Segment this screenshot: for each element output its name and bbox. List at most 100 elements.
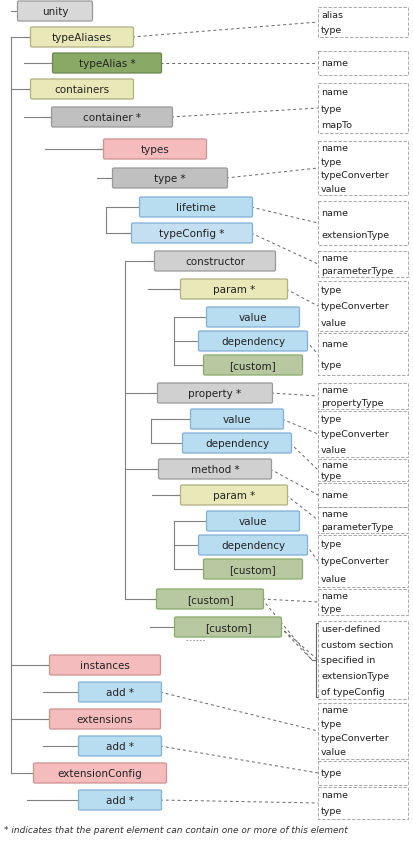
Bar bbox=[318, 84, 408, 134]
Text: name: name bbox=[321, 791, 348, 799]
FancyBboxPatch shape bbox=[17, 2, 93, 22]
Bar bbox=[318, 8, 408, 38]
Text: name: name bbox=[321, 208, 348, 217]
Text: unity: unity bbox=[42, 7, 68, 17]
Text: of typeConfig: of typeConfig bbox=[321, 687, 385, 695]
Bar bbox=[318, 282, 408, 332]
Text: extensionType: extensionType bbox=[321, 230, 389, 239]
FancyBboxPatch shape bbox=[31, 28, 133, 48]
Text: type: type bbox=[321, 720, 342, 728]
Text: name: name bbox=[321, 144, 348, 153]
Text: parameterType: parameterType bbox=[321, 267, 393, 276]
Text: value: value bbox=[321, 185, 347, 193]
Text: lifetime: lifetime bbox=[176, 203, 216, 213]
FancyBboxPatch shape bbox=[206, 511, 299, 532]
Bar bbox=[318, 52, 408, 76]
Text: value: value bbox=[321, 446, 347, 454]
Text: type: type bbox=[321, 539, 342, 549]
FancyBboxPatch shape bbox=[50, 709, 161, 729]
FancyBboxPatch shape bbox=[154, 252, 275, 272]
Text: extensionType: extensionType bbox=[321, 671, 389, 680]
FancyBboxPatch shape bbox=[78, 682, 161, 702]
Bar bbox=[318, 507, 408, 533]
Text: constructor: constructor bbox=[185, 257, 245, 267]
Text: user-defined: user-defined bbox=[321, 625, 380, 634]
Text: type: type bbox=[321, 769, 342, 777]
Text: name: name bbox=[321, 510, 348, 518]
Text: type: type bbox=[321, 414, 342, 424]
Text: instances: instances bbox=[80, 660, 130, 670]
Bar bbox=[318, 484, 408, 507]
Text: name: name bbox=[321, 59, 348, 68]
FancyBboxPatch shape bbox=[112, 169, 228, 189]
Text: type: type bbox=[321, 472, 342, 480]
FancyBboxPatch shape bbox=[104, 140, 206, 160]
Text: name: name bbox=[321, 88, 348, 97]
FancyBboxPatch shape bbox=[157, 383, 273, 403]
Bar bbox=[318, 202, 408, 246]
Bar bbox=[318, 703, 408, 759]
FancyBboxPatch shape bbox=[157, 589, 263, 609]
FancyBboxPatch shape bbox=[180, 279, 287, 300]
Text: extensionConfig: extensionConfig bbox=[58, 768, 142, 778]
FancyBboxPatch shape bbox=[199, 535, 308, 555]
Text: name: name bbox=[321, 386, 348, 394]
FancyBboxPatch shape bbox=[206, 307, 299, 327]
Text: name: name bbox=[321, 461, 348, 469]
FancyBboxPatch shape bbox=[50, 655, 161, 675]
Text: dependency: dependency bbox=[205, 439, 269, 448]
Bar bbox=[318, 412, 408, 457]
Text: typeConverter: typeConverter bbox=[321, 171, 390, 180]
Text: value: value bbox=[321, 319, 347, 327]
Text: extensions: extensions bbox=[77, 714, 133, 724]
Text: name: name bbox=[321, 706, 348, 715]
Text: value: value bbox=[321, 574, 347, 583]
FancyBboxPatch shape bbox=[199, 332, 308, 352]
Text: parameterType: parameterType bbox=[321, 522, 393, 532]
FancyBboxPatch shape bbox=[190, 409, 283, 430]
Text: type: type bbox=[321, 360, 342, 370]
FancyBboxPatch shape bbox=[140, 197, 252, 218]
Text: type: type bbox=[321, 807, 342, 815]
FancyBboxPatch shape bbox=[31, 80, 133, 100]
Text: containers: containers bbox=[55, 85, 109, 95]
Text: add *: add * bbox=[106, 795, 134, 805]
Bar bbox=[318, 142, 408, 196]
Text: typeConverter: typeConverter bbox=[321, 430, 390, 439]
Text: typeConfig *: typeConfig * bbox=[159, 229, 225, 239]
Bar bbox=[318, 333, 408, 376]
Text: propertyType: propertyType bbox=[321, 398, 384, 408]
Text: typeConverter: typeConverter bbox=[321, 302, 390, 311]
Text: param *: param * bbox=[213, 490, 255, 500]
Text: method *: method * bbox=[191, 464, 239, 474]
Text: add *: add * bbox=[106, 687, 134, 697]
FancyBboxPatch shape bbox=[33, 763, 166, 783]
Bar bbox=[318, 589, 408, 615]
FancyBboxPatch shape bbox=[204, 560, 302, 579]
Bar bbox=[318, 761, 408, 785]
Text: types: types bbox=[140, 145, 169, 154]
Text: dependency: dependency bbox=[221, 337, 285, 347]
Text: container *: container * bbox=[83, 113, 141, 123]
Bar bbox=[318, 535, 408, 587]
Bar bbox=[318, 252, 408, 278]
Text: name: name bbox=[321, 254, 348, 262]
Text: typeConverter: typeConverter bbox=[321, 557, 390, 565]
Text: alias: alias bbox=[321, 11, 343, 20]
FancyBboxPatch shape bbox=[183, 434, 292, 453]
Text: name: name bbox=[321, 592, 348, 600]
Text: dependency: dependency bbox=[221, 540, 285, 550]
Text: type: type bbox=[321, 285, 342, 295]
FancyBboxPatch shape bbox=[78, 790, 161, 810]
Text: type: type bbox=[321, 158, 342, 166]
Bar bbox=[318, 383, 408, 409]
Bar bbox=[318, 621, 408, 699]
Text: * indicates that the parent element can contain one or more of this element: * indicates that the parent element can … bbox=[4, 825, 348, 835]
Text: type: type bbox=[321, 26, 342, 35]
Text: value: value bbox=[239, 517, 267, 527]
Text: param *: param * bbox=[213, 284, 255, 295]
FancyBboxPatch shape bbox=[52, 108, 173, 127]
Text: typeConverter: typeConverter bbox=[321, 733, 390, 743]
Text: type: type bbox=[321, 105, 342, 113]
FancyBboxPatch shape bbox=[159, 459, 271, 479]
